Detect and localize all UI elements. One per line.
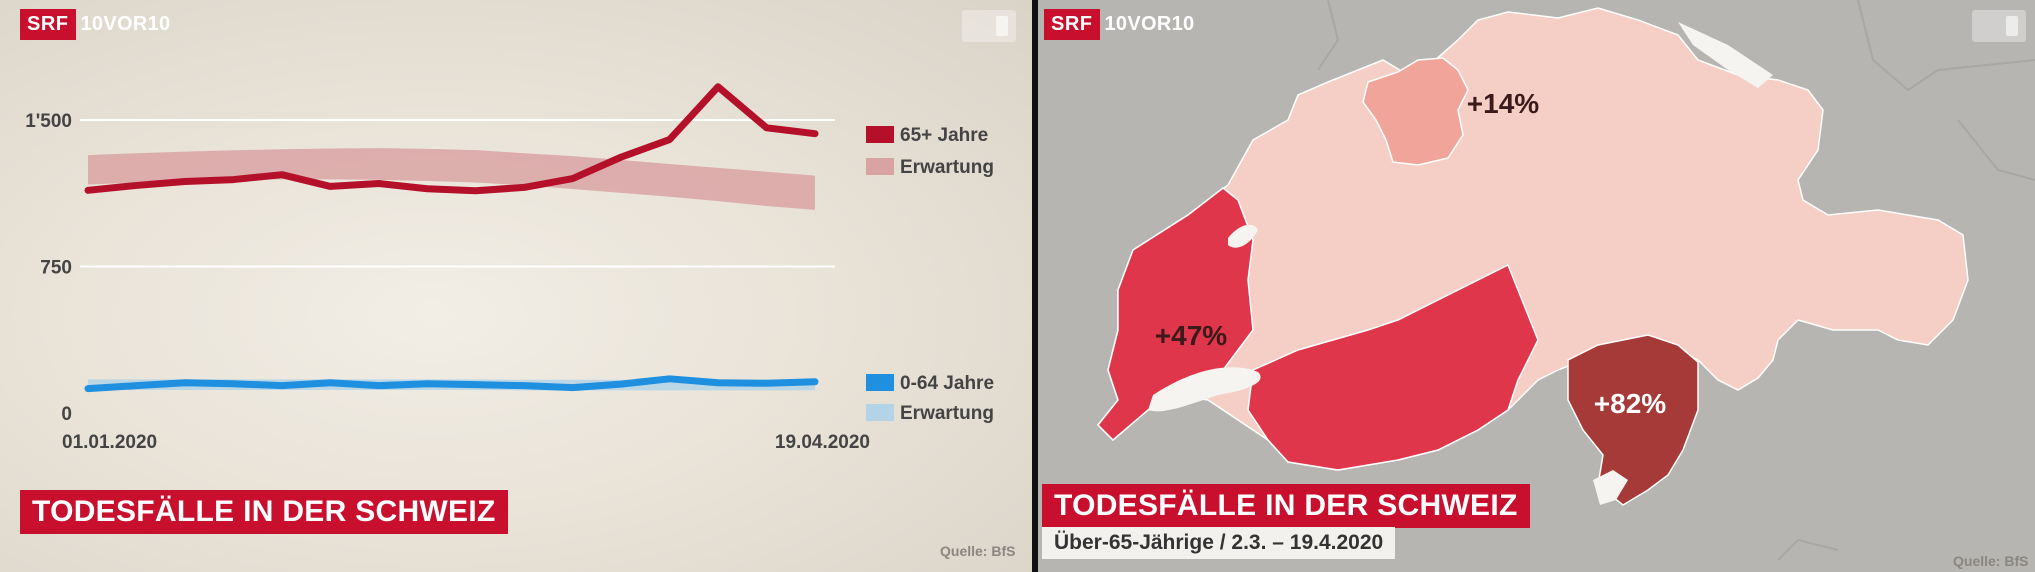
lake-lugano bbox=[1593, 470, 1628, 505]
band-series-1 bbox=[88, 148, 815, 210]
channel-icon bbox=[962, 10, 1016, 42]
srf-brand-label-map: SRF bbox=[1044, 9, 1100, 40]
srf-brand-label: SRF bbox=[20, 9, 76, 40]
lake-geneva bbox=[1148, 367, 1261, 412]
srf-logo-map: SRF 10VOR10 bbox=[1044, 9, 1194, 40]
map-label-14: +14% bbox=[1467, 88, 1539, 119]
switzerland-map: +14% +47% +82% bbox=[1096, 0, 2035, 561]
y-tick-750: 750 bbox=[40, 258, 72, 279]
map-label-82: +82% bbox=[1594, 388, 1666, 419]
map-region-82 bbox=[1567, 334, 1699, 506]
chart-source: Quelle: BfS bbox=[940, 543, 1016, 559]
y-tick-0: 0 bbox=[61, 404, 72, 425]
x-end-label: 19.04.2020 bbox=[775, 432, 870, 453]
show-label-map: 10VOR10 bbox=[1104, 13, 1195, 35]
channel-icon-map bbox=[1972, 10, 2026, 42]
legend-swatch-064 bbox=[866, 374, 894, 391]
map-headline: TODESFÄLLE IN DER SCHWEIZ bbox=[1042, 484, 1530, 528]
map-panel: SRF 10VOR10 bbox=[1038, 0, 2035, 572]
lake-neuchatel bbox=[1228, 224, 1258, 248]
legend-label-064: 0-64 Jahre bbox=[900, 373, 994, 394]
legend-swatch-65 bbox=[866, 126, 894, 143]
map-source: Quelle: BfS bbox=[1953, 553, 2029, 569]
y-tick-1500: 1'500 bbox=[25, 111, 72, 132]
chart-headline: TODESFÄLLE IN DER SCHWEIZ bbox=[20, 490, 508, 534]
map-label-47: +47% bbox=[1155, 320, 1227, 351]
legend-label-65: 65+ Jahre bbox=[900, 125, 988, 146]
map-region-47-valais bbox=[1247, 263, 1539, 471]
line-chart: 0 750 1'500 01.01.2020 19.04.2020 65+ Jahr… bbox=[25, 83, 994, 453]
map-region-14 bbox=[1362, 57, 1469, 166]
legend-label-65-band: Erwartung bbox=[900, 157, 994, 178]
legend-label-064-band: Erwartung bbox=[900, 403, 994, 424]
lake-constance bbox=[1678, 22, 1773, 88]
gridlines bbox=[80, 119, 835, 268]
map-subline: Über-65-Jährige / 2.3. – 19.4.2020 bbox=[1042, 527, 1396, 559]
chart-panel: SRF 10VOR10 0 750 1'500 01.01.2020 19.04.2… bbox=[0, 0, 1032, 572]
legend-swatch-65-band bbox=[866, 158, 894, 175]
series-lines bbox=[84, 83, 819, 393]
x-start-label: 01.01.2020 bbox=[62, 432, 157, 453]
srf-logo: SRF 10VOR10 bbox=[20, 9, 170, 40]
line-series-2 bbox=[84, 375, 819, 393]
show-label: 10VOR10 bbox=[80, 13, 171, 35]
legend-swatch-064-band bbox=[866, 404, 894, 421]
line-series-0 bbox=[84, 83, 819, 195]
y-tick-labels: 0 750 1'500 bbox=[25, 111, 72, 425]
